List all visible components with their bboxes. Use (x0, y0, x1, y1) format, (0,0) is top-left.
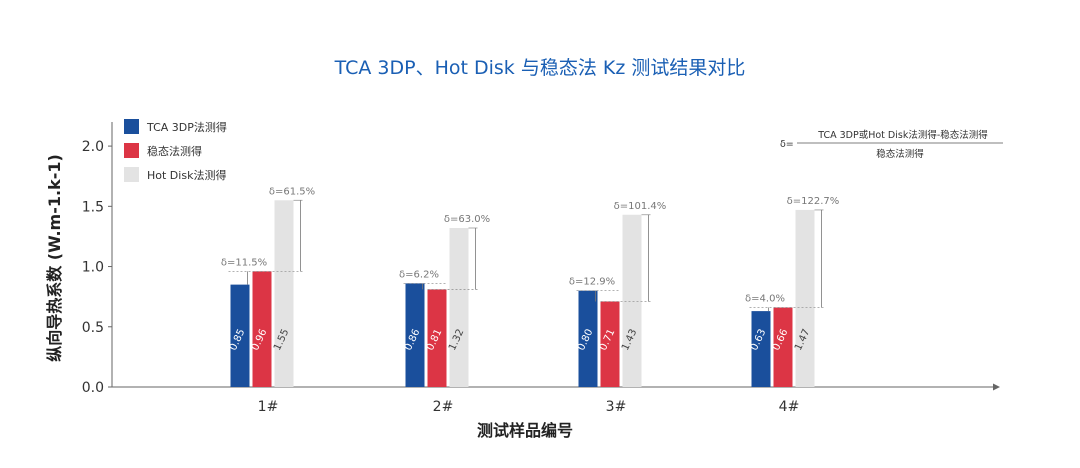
legend-swatch (124, 167, 139, 182)
delta-formula: δ= TCA 3DP或Hot Disk法测得-稳态法测得 稳态法测得 (780, 129, 1003, 160)
bar (274, 200, 294, 387)
legend-label: 稳态法测得 (147, 144, 202, 158)
delta-tca-label: δ=6.2% (399, 269, 439, 280)
delta-annotations: δ=11.5% δ=61.5% δ=6.2% δ=63.0% δ=12.9% δ=101.… (221, 186, 840, 312)
bar (427, 289, 447, 387)
delta-hotdisk-label: δ=63.0% (444, 214, 490, 225)
axes: 0.0 0.5 1.0 1.5 2.0 1# 2# 3# 4# (82, 122, 1000, 415)
legend-swatch (124, 119, 139, 134)
category-label: 2# (433, 399, 454, 415)
legend-swatch (124, 143, 139, 158)
formula-denominator: 稳态法测得 (876, 148, 924, 160)
bar (795, 209, 815, 387)
bar (773, 307, 793, 387)
delta-tca-label: δ=11.5% (221, 257, 267, 268)
formula-prefix: δ= (780, 139, 794, 150)
y-tick-label: 0.5 (82, 320, 104, 336)
delta-tca-label: δ=12.9% (569, 277, 615, 288)
bar (578, 290, 598, 387)
bar (600, 301, 620, 387)
bars: 0.85 0.96 1.55 0.86 0.81 1.32 0.80 0.71 1.43 0.63… (228, 200, 815, 387)
category-label: 3# (606, 399, 627, 415)
x-axis-arrow (993, 383, 1000, 391)
delta-tca-label: δ=4.0% (745, 294, 785, 305)
legend-label: Hot Disk法测得 (147, 168, 226, 182)
formula-numerator: TCA 3DP或Hot Disk法测得-稳态法测得 (817, 129, 988, 141)
y-tick-label: 0.0 (82, 380, 104, 396)
bar (405, 283, 425, 387)
delta-hotdisk-label: δ=122.7% (787, 196, 840, 207)
bar (622, 214, 642, 387)
x-axis-title: 测试样品编号 (477, 421, 573, 440)
y-tick-label: 1.0 (82, 260, 104, 276)
y-tick-label: 1.5 (82, 199, 104, 215)
category-label: 1# (258, 399, 279, 415)
delta-hotdisk-label: δ=61.5% (269, 186, 315, 197)
y-axis-title: 纵向导热系数 (W.m-1.k-1) (45, 154, 64, 362)
legend-label: TCA 3DP法测得 (146, 120, 227, 134)
bar (751, 311, 771, 387)
delta-hotdisk-label: δ=101.4% (614, 201, 667, 212)
bar (449, 228, 469, 387)
bar (252, 271, 272, 387)
y-tick-label: 2.0 (82, 139, 104, 155)
chart-title: TCA 3DP、Hot Disk 与稳态法 Kz 测试结果对比 (334, 57, 746, 79)
bar (230, 284, 250, 387)
category-label: 4# (779, 399, 800, 415)
